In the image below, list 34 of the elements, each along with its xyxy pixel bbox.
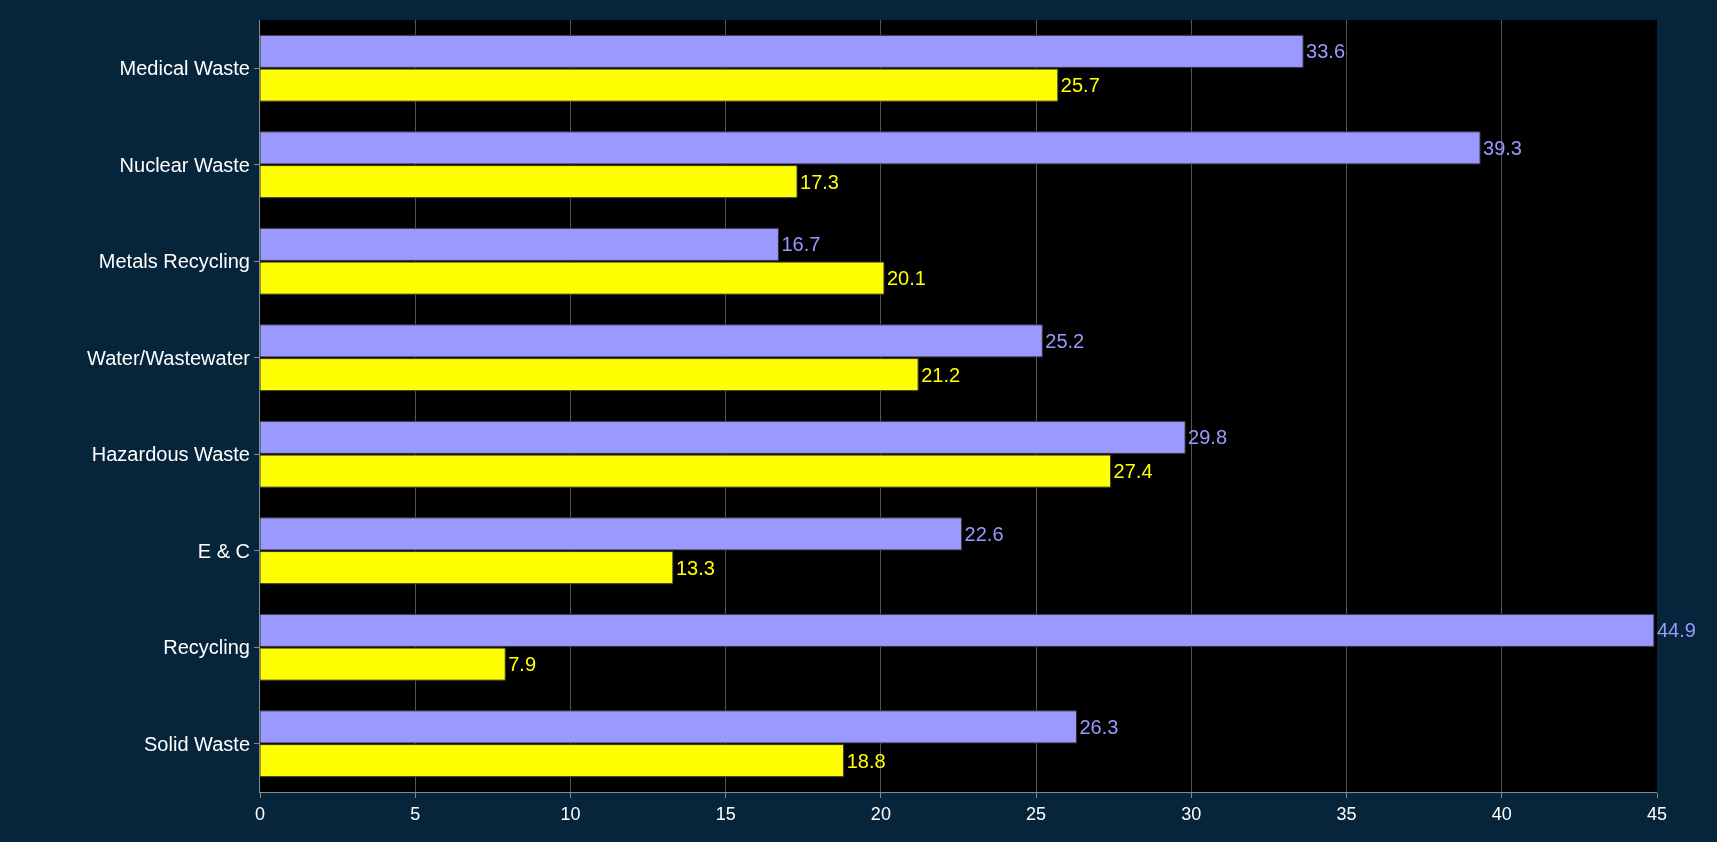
data-label: 22.6	[964, 522, 1004, 545]
data-label: 21.2	[921, 363, 961, 386]
data-label: 20.1	[886, 267, 926, 290]
y-tick-label: Nuclear Waste	[119, 153, 250, 176]
y-tick-label: Metals Recycling	[98, 250, 250, 273]
data-label: 25.7	[1060, 74, 1100, 97]
y-tick-label: Hazardous Waste	[91, 443, 250, 466]
data-label: 7.9	[508, 653, 537, 676]
data-label: 16.7	[781, 233, 821, 256]
x-tick-label: 35	[1336, 803, 1357, 824]
y-tick-label: E & C	[197, 539, 250, 562]
y-tick-label: Water/Wastewater	[87, 346, 251, 369]
x-tick-label: 0	[254, 803, 266, 824]
data-label: 18.8	[846, 749, 886, 772]
data-label: 13.3	[675, 556, 715, 579]
x-tick-label: 5	[410, 803, 421, 824]
y-tick-label: Medical Waste	[119, 57, 250, 80]
x-tick-label: 15	[715, 803, 736, 824]
data-label: 27.4	[1113, 460, 1153, 483]
data-label: 29.8	[1188, 426, 1228, 449]
data-label: 39.3	[1483, 136, 1522, 159]
data-label: 17.3	[800, 170, 840, 193]
x-tick-label: 20	[870, 803, 891, 824]
data-label: 33.6	[1306, 40, 1346, 63]
x-tick-label: 30	[1181, 803, 1202, 824]
x-tick-label: 45	[1646, 803, 1668, 824]
data-label: 44.9	[1656, 619, 1696, 642]
x-tick-label: 40	[1491, 803, 1512, 824]
data-label: 25.2	[1045, 329, 1085, 352]
y-tick-label: Recycling	[163, 636, 250, 659]
x-tick-label: 25	[1026, 803, 1047, 824]
data-label: 26.3	[1079, 715, 1119, 738]
y-tick-label: Solid Waste	[144, 732, 250, 755]
x-tick-label: 10	[560, 803, 581, 824]
